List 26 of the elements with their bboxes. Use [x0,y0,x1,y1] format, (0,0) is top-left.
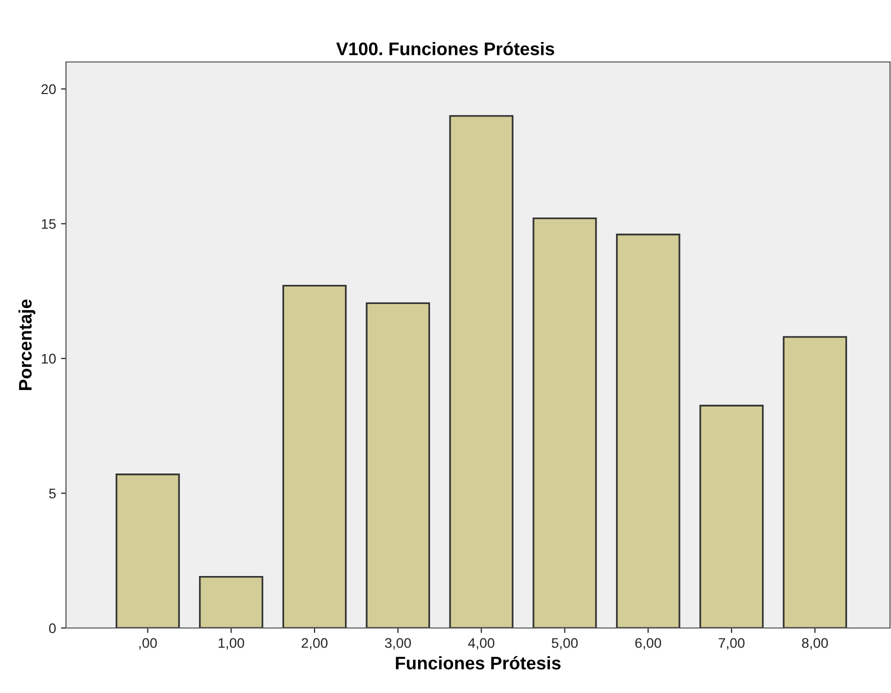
y-tick-label: 5 [49,488,56,498]
x-tick-label: 1,00 [218,638,244,650]
x-tick-label: 8,00 [802,638,828,650]
x-tick-label: 7,00 [718,638,745,650]
y-tick-label: 10 [42,354,56,364]
x-tick-label: 3,00 [384,638,411,650]
y-tick-label: 20 [42,84,56,94]
x-tick-label: 2,00 [302,638,328,650]
x-tick-label: 6,00 [635,638,662,650]
y-tick-label: 0 [49,623,56,634]
x-tick-label: ,00 [139,638,157,650]
bar [782,336,848,628]
y-tick-label: 15 [42,219,56,229]
bar [116,474,180,628]
chart-title: V100. Funciones Prótesis [336,42,554,56]
x-tick-label: 4,00 [468,638,494,650]
bar [616,234,680,628]
bar [449,115,514,628]
x-axis-title: Funciones Prótesis [396,656,561,670]
bar [366,302,430,628]
y-axis-title: Porcentaje [18,299,36,390]
bar [699,404,764,628]
bar [199,576,264,628]
x-tick-label: 5,00 [552,638,578,650]
bar [282,284,347,628]
bar [532,217,597,628]
